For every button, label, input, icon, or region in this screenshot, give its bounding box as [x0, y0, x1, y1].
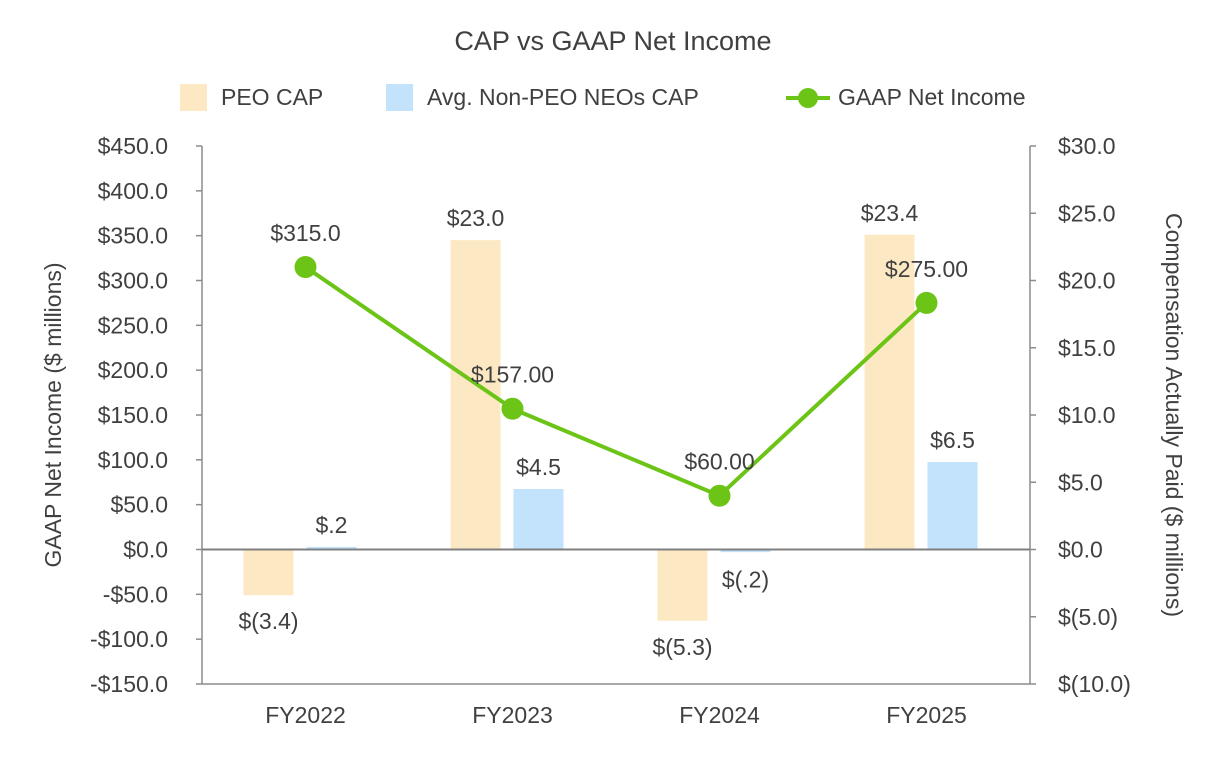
legend-swatch-peo-cap [180, 83, 207, 111]
x-tick-label-fy2024: FY2024 [679, 702, 760, 728]
point-gaap-net-income-fy2024 [708, 484, 731, 507]
bar-peo-cap-fy2022 [243, 549, 294, 596]
left-axis-title: GAAP Net Income ($ millions) [40, 262, 66, 567]
legend-item-gaap-net-income: GAAP Net Income [786, 80, 1026, 114]
bar-peo-cap-fy2024 [657, 549, 708, 621]
left-tick-label: -$50.0 [103, 581, 168, 607]
left-tick-label: $300.0 [98, 268, 168, 294]
right-tick-label: $0.0 [1058, 537, 1103, 563]
point-gaap-net-income-fy2025 [915, 291, 938, 314]
data-label-gaap-net-income: $275.00 [885, 256, 968, 282]
right-tick-label: $(10.0) [1058, 671, 1131, 697]
left-tick-label: $400.0 [98, 178, 168, 204]
right-tick-label: $5.0 [1058, 469, 1103, 495]
legend-label-non-peo-neos-cap: Avg. Non-PEO NEOs CAP [427, 83, 699, 110]
left-tick-label: $350.0 [98, 223, 168, 249]
left-tick-label: $50.0 [110, 492, 168, 518]
left-tick-label: $150.0 [98, 402, 168, 428]
legend-item-non-peo-neos-cap: Avg. Non-PEO NEOs CAP [386, 80, 699, 114]
bar-peo-cap-fy2025 [864, 234, 915, 550]
data-label-avg-non-peo-neos-cap: $.2 [316, 512, 348, 538]
point-gaap-net-income-fy2023 [501, 397, 524, 420]
legend-label-peo-cap: PEO CAP [221, 83, 324, 110]
right-tick-label: $(5.0) [1058, 604, 1118, 630]
bar-avg-non-peo-neos-cap-fy2022 [306, 546, 357, 550]
legend-item-peo-cap: PEO CAP [180, 80, 323, 114]
left-tick-label: $100.0 [98, 447, 168, 473]
data-label-avg-non-peo-neos-cap: $(.2) [722, 567, 769, 593]
right-axis-title: Compensation Actually Paid ($ millions) [1161, 213, 1187, 617]
right-tick-label: $20.0 [1058, 268, 1116, 294]
left-tick-label: -$150.0 [90, 671, 168, 697]
point-gaap-net-income-fy2022 [294, 256, 317, 279]
data-label-avg-non-peo-neos-cap: $4.5 [516, 454, 561, 480]
legend-label-gaap-net-income: GAAP Net Income [838, 83, 1026, 110]
legend: PEO CAP Avg. Non-PEO NEOs CAP GAAP Net I… [0, 80, 1226, 114]
right-tick-label: $10.0 [1058, 402, 1116, 428]
data-label-gaap-net-income: $60.00 [684, 449, 754, 475]
x-tick-label-fy2025: FY2025 [886, 702, 967, 728]
left-tick-label: $200.0 [98, 357, 168, 383]
line-gaap-net-income [304, 265, 928, 498]
right-tick-label: $25.0 [1058, 200, 1116, 226]
data-label-peo-cap: $23.0 [447, 205, 505, 231]
bar-avg-non-peo-neos-cap-fy2025 [927, 462, 978, 550]
data-label-gaap-net-income: $157.00 [471, 362, 554, 388]
left-tick-label: $250.0 [98, 312, 168, 338]
data-label-peo-cap: $23.4 [861, 200, 919, 226]
right-tick-label: $30.0 [1058, 133, 1116, 159]
data-label-peo-cap: $(5.3) [652, 634, 712, 660]
right-tick-label: $15.0 [1058, 335, 1116, 361]
left-tick-label: $450.0 [98, 133, 168, 159]
legend-swatch-non-peo-neos-cap [386, 83, 413, 111]
bar-avg-non-peo-neos-cap-fy2024 [720, 549, 771, 553]
x-tick-label-fy2023: FY2023 [472, 702, 553, 728]
left-tick-label: $0.0 [123, 537, 168, 563]
left-tick-label: -$100.0 [90, 626, 168, 652]
data-label-avg-non-peo-neos-cap: $6.5 [930, 427, 975, 453]
chart-title: CAP vs GAAP Net Income [454, 26, 772, 56]
data-label-peo-cap: $(3.4) [238, 608, 298, 634]
legend-swatch-gaap-net-income [786, 84, 830, 111]
x-tick-label-fy2022: FY2022 [265, 702, 346, 728]
data-label-gaap-net-income: $315.0 [270, 220, 340, 246]
bar-avg-non-peo-neos-cap-fy2023 [513, 488, 564, 550]
